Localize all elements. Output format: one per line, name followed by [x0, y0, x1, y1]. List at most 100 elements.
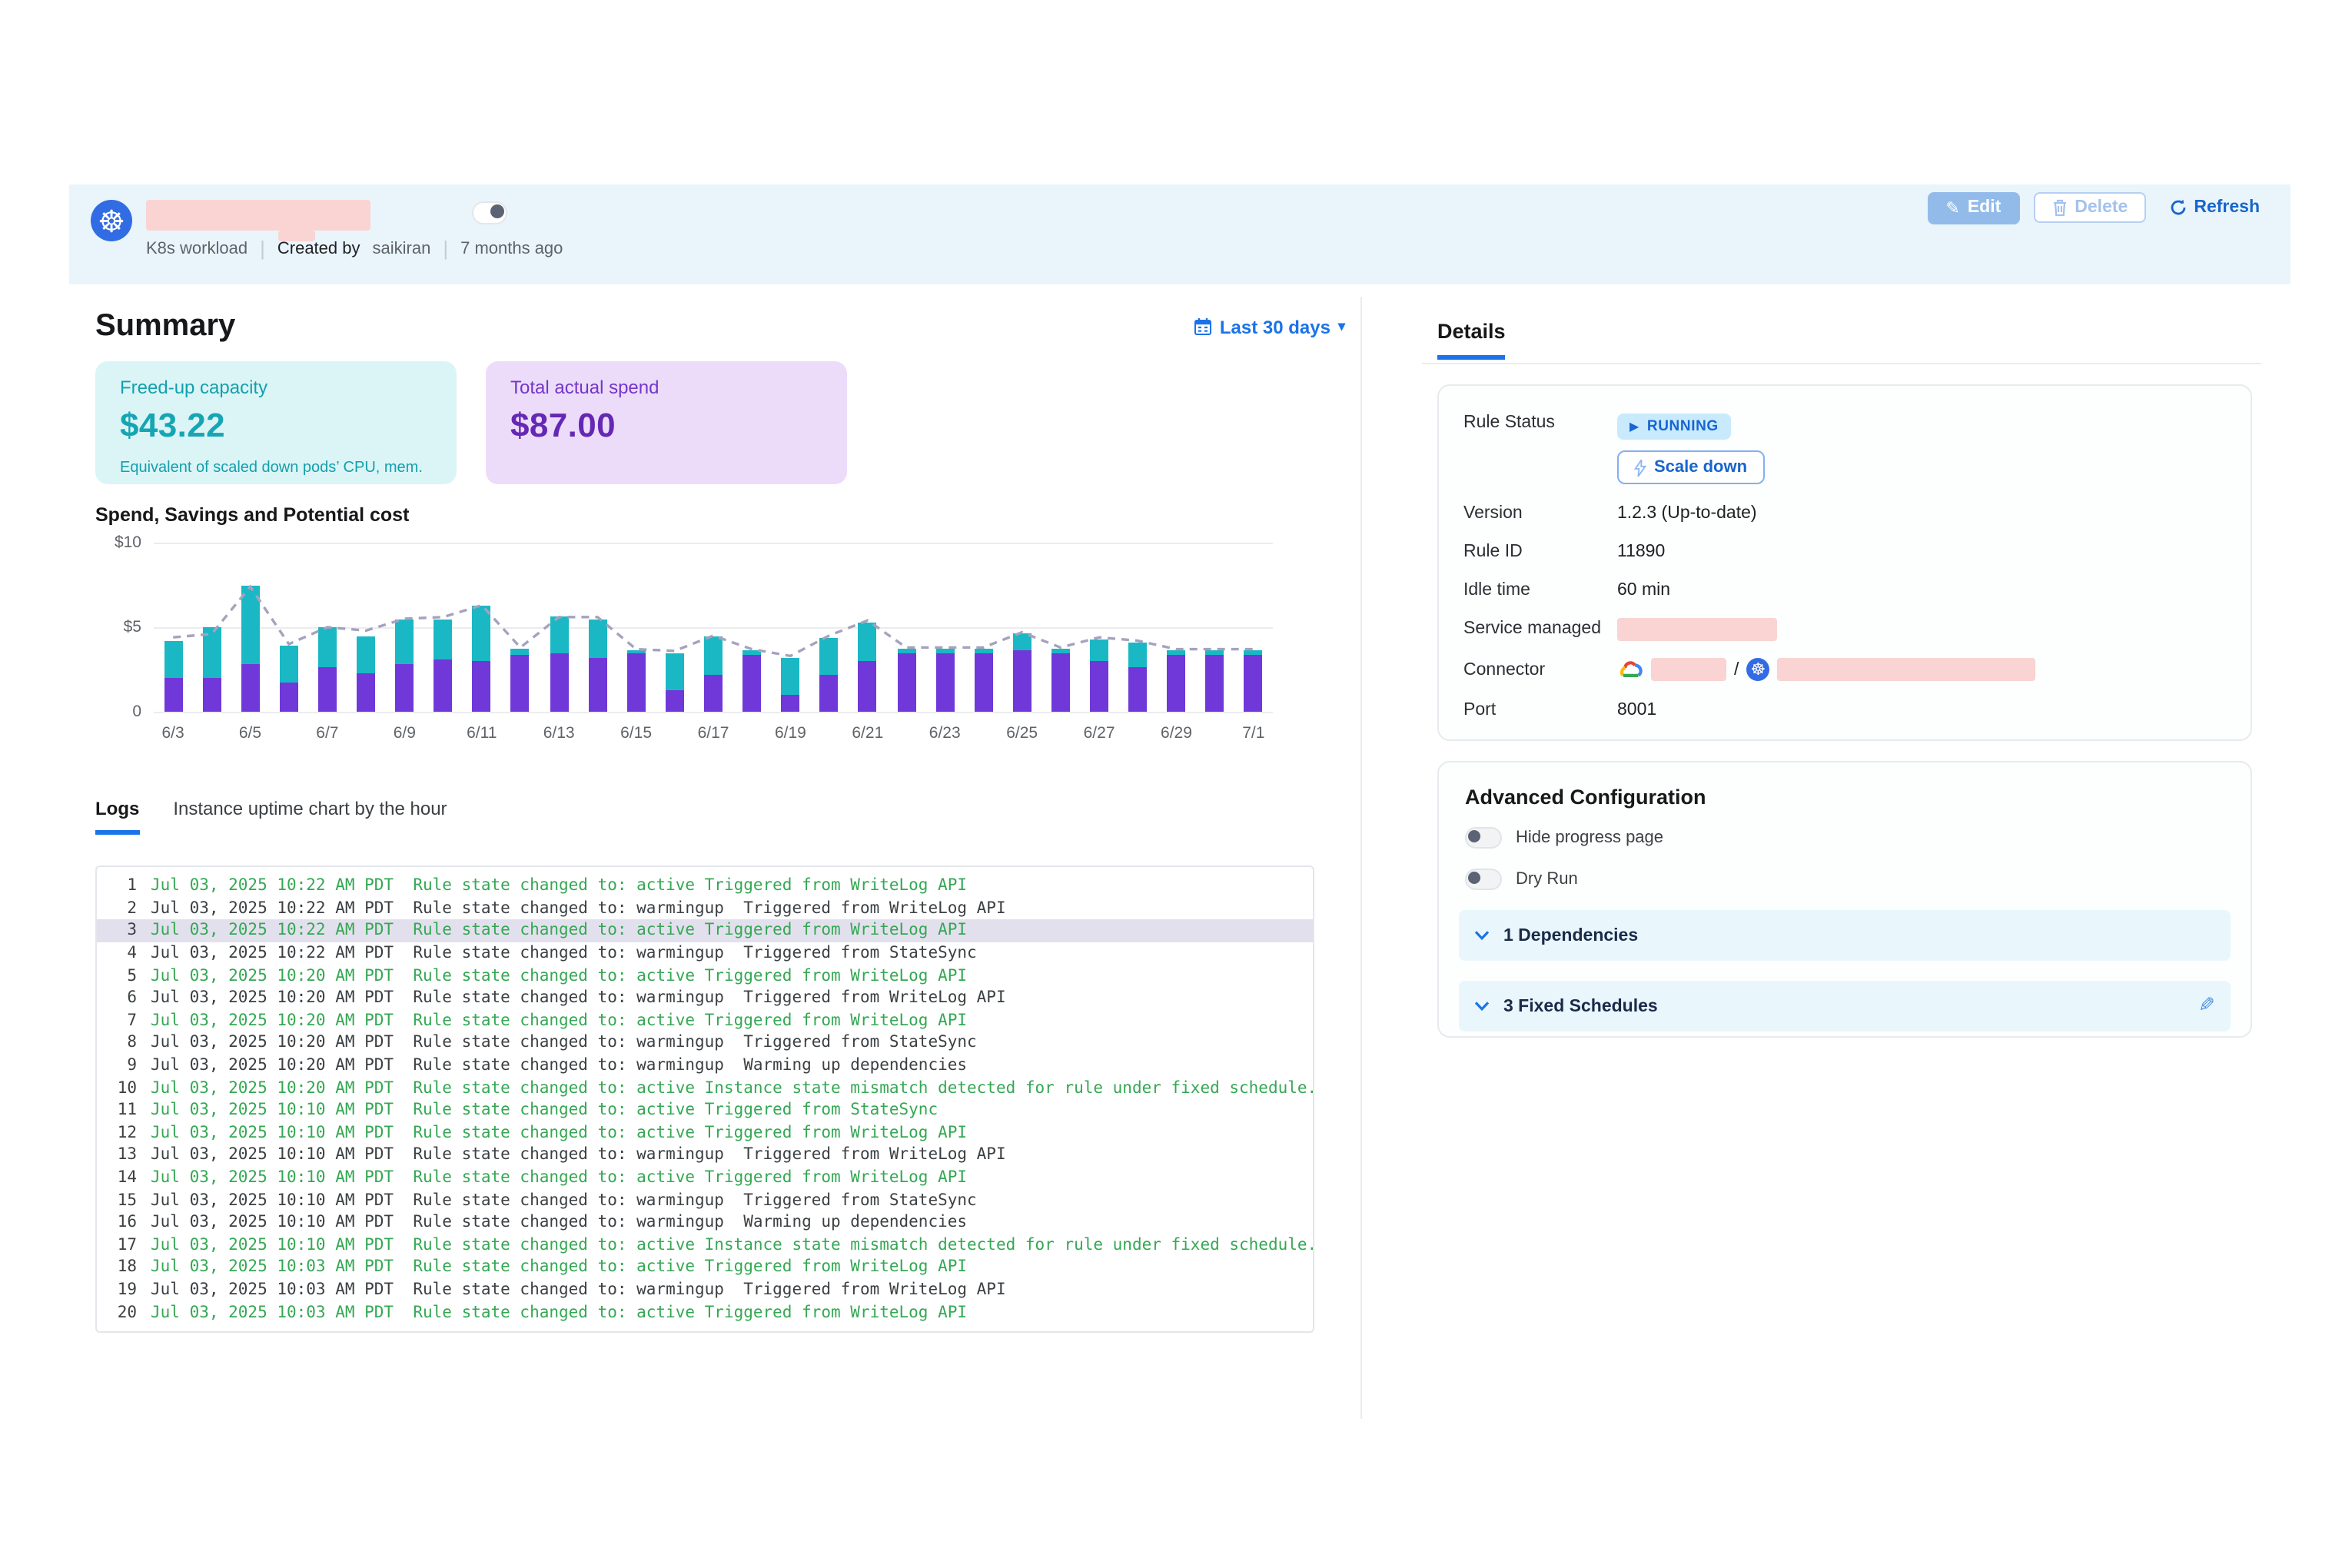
panel-divider [1360, 297, 1362, 1419]
log-row-16[interactable]: 16 Jul 03, 2025 10:10 AM PDT Rule state c… [97, 1211, 1313, 1234]
x-tick-6/25: 6/25 [1006, 724, 1038, 742]
tab-details[interactable]: Details [1437, 320, 1506, 360]
x-tick-6/5: 6/5 [238, 724, 262, 742]
workload-header: ☸ K8s workload | Created by saikiran | 7… [69, 184, 2291, 284]
log-line-number: 11 [117, 1101, 137, 1120]
log-line-number: 5 [127, 966, 137, 985]
log-row-6[interactable]: 6 Jul 03, 2025 10:20 AM PDT Rule state ch… [97, 987, 1313, 1009]
bar-6/7 [317, 627, 337, 712]
bar-6/12 [510, 649, 530, 712]
bar-6/15 [626, 650, 646, 712]
log-row-7[interactable]: 7 Jul 03, 2025 10:20 AM PDT Rule state ch… [97, 1009, 1313, 1031]
section-row-3-fixed-schedules[interactable]: 3 Fixed Schedules ✎ [1459, 981, 2231, 1031]
total-spend-label: Total actual spend [510, 377, 659, 398]
connector-separator: / [1734, 660, 1739, 679]
edit-button[interactable]: ✎ Edit [1927, 191, 2020, 224]
x-tick-6/23: 6/23 [929, 724, 961, 742]
log-line-text: Jul 03, 2025 10:03 AM PDT Rule state cha… [151, 1303, 968, 1322]
log-line-number: 13 [117, 1145, 137, 1164]
log-row-12[interactable]: 12 Jul 03, 2025 10:10 AM PDT Rule state c… [97, 1121, 1313, 1144]
rule-status-label: Rule Status [1463, 414, 1555, 432]
edit-schedules-icon[interactable]: ✎ [2198, 995, 2215, 1018]
log-row-4[interactable]: 4 Jul 03, 2025 10:22 AM PDT Rule state ch… [97, 942, 1313, 965]
bar-6/28 [1128, 642, 1148, 712]
summary-title: Summary [95, 309, 236, 343]
log-line-text: Jul 03, 2025 10:22 AM PDT Rule state cha… [151, 899, 1006, 918]
header-actions: ✎ Edit Delete Refresh [1927, 189, 2269, 226]
log-row-9[interactable]: 9 Jul 03, 2025 10:20 AM PDT Rule state ch… [97, 1055, 1313, 1077]
y-tick-10: $10 [114, 533, 141, 552]
log-line-number: 2 [127, 899, 137, 918]
refresh-button[interactable]: Refresh [2160, 197, 2269, 218]
bar-6/24 [974, 649, 993, 712]
log-row-11[interactable]: 11 Jul 03, 2025 10:10 AM PDT Rule state c… [97, 1099, 1313, 1121]
log-line-text: Jul 03, 2025 10:20 AM PDT Rule state cha… [151, 1078, 1314, 1098]
log-line-number: 3 [127, 921, 137, 940]
log-row-19[interactable]: 19 Jul 03, 2025 10:03 AM PDT Rule state c… [97, 1278, 1313, 1301]
log-row-20[interactable]: 20 Jul 03, 2025 10:03 AM PDT Rule state c… [97, 1301, 1313, 1324]
workload-subtitle: K8s workload | Created by saikiran | 7 m… [146, 237, 563, 260]
section-row-1-dependencies[interactable]: 1 Dependencies [1459, 910, 2231, 961]
bar-6/10 [434, 619, 453, 712]
freed-capacity-caption: Equivalent of scaled down pods’ CPU, mem… [120, 460, 423, 477]
log-line-text: Jul 03, 2025 10:20 AM PDT Rule state cha… [151, 966, 968, 985]
freed-capacity-card: Freed-up capacity $43.22 Equivalent of s… [95, 361, 457, 484]
date-range-filter[interactable]: Last 30 days ▾ [1194, 316, 1345, 337]
created-by-label: Created by [277, 239, 360, 257]
service-managed-label: Service managed [1463, 620, 1601, 638]
toggle-hide-progress-page[interactable] [1465, 827, 1502, 849]
log-line-number: 9 [127, 1056, 137, 1075]
log-line-text: Jul 03, 2025 10:10 AM PDT Rule state cha… [151, 1191, 977, 1210]
subtitle-divider: | [443, 237, 449, 260]
version-label: Version [1463, 504, 1523, 523]
log-line-number: 10 [117, 1078, 137, 1098]
created-by-user[interactable]: saikiran [372, 239, 431, 257]
bar-6/25 [1012, 633, 1031, 712]
log-row-5[interactable]: 5 Jul 03, 2025 10:20 AM PDT Rule state ch… [97, 965, 1313, 987]
chevron-down-icon [1474, 930, 1490, 941]
log-row-14[interactable]: 14 Jul 03, 2025 10:10 AM PDT Rule state c… [97, 1166, 1313, 1188]
x-tick-6/13: 6/13 [543, 724, 575, 742]
log-row-17[interactable]: 17 Jul 03, 2025 10:10 AM PDT Rule state c… [97, 1234, 1313, 1256]
tab-uptime-chart[interactable]: Instance uptime chart by the hour [173, 798, 447, 819]
toggle-knob [1468, 830, 1480, 842]
log-row-2[interactable]: 2 Jul 03, 2025 10:22 AM PDT Rule state ch… [97, 897, 1313, 919]
bar-6/30 [1205, 650, 1224, 712]
gridline-0 [154, 712, 1273, 713]
bar-6/3 [164, 640, 183, 712]
connector-value-1-redacted [1651, 658, 1726, 681]
total-spend-card: Total actual spend $87.00 [486, 361, 847, 484]
log-row-13[interactable]: 13 Jul 03, 2025 10:10 AM PDT Rule state c… [97, 1144, 1313, 1166]
log-line-text: Jul 03, 2025 10:10 AM PDT Rule state cha… [151, 1213, 968, 1232]
toggle-knob [490, 204, 504, 218]
toggle-dry-run[interactable] [1465, 869, 1502, 890]
log-row-8[interactable]: 8 Jul 03, 2025 10:20 AM PDT Rule state ch… [97, 1031, 1313, 1054]
log-row-15[interactable]: 15 Jul 03, 2025 10:10 AM PDT Rule state c… [97, 1189, 1313, 1211]
log-row-18[interactable]: 18 Jul 03, 2025 10:03 AM PDT Rule state c… [97, 1256, 1313, 1278]
scale-down-button[interactable]: Scale down [1617, 450, 1765, 484]
delete-button[interactable]: Delete [2033, 192, 2147, 223]
workload-age: 7 months ago [460, 239, 563, 257]
x-tick-6/21: 6/21 [852, 724, 884, 742]
toggle-label: Hide progress page [1516, 829, 1664, 847]
bar-6/21 [858, 622, 877, 712]
log-line-text: Jul 03, 2025 10:10 AM PDT Rule state cha… [151, 1123, 968, 1142]
log-line-number: 1 [127, 876, 137, 895]
log-row-3[interactable]: 3 Jul 03, 2025 10:22 AM PDT Rule state ch… [97, 919, 1313, 942]
advanced-configuration-title: Advanced Configuration [1465, 786, 1706, 809]
log-line-text: Jul 03, 2025 10:20 AM PDT Rule state cha… [151, 1011, 968, 1030]
chart-plot-area: 6/3 6/5 6/7 6/9 6/11 6/13 6/15 6/17 6/19 6/21 6/23… [154, 527, 1273, 761]
tab-logs[interactable]: Logs [95, 798, 140, 835]
kubernetes-icon-small: ☸ [1746, 658, 1770, 681]
x-tick-6/29: 6/29 [1161, 724, 1192, 742]
log-line-text: Jul 03, 2025 10:20 AM PDT Rule state cha… [151, 988, 1006, 1008]
bar-6/5 [241, 585, 260, 712]
log-line-number: 17 [117, 1235, 137, 1254]
log-row-10[interactable]: 10 Jul 03, 2025 10:20 AM PDT Rule state c… [97, 1077, 1313, 1099]
workload-enabled-toggle[interactable] [472, 201, 507, 224]
logs-panel[interactable]: 1 Jul 03, 2025 10:22 AM PDT Rule state ch… [95, 865, 1314, 1333]
log-row-1[interactable]: 1 Jul 03, 2025 10:22 AM PDT Rule state ch… [97, 875, 1313, 897]
idle-time-label: Idle time [1463, 581, 1530, 600]
bar-6/23 [935, 649, 955, 712]
